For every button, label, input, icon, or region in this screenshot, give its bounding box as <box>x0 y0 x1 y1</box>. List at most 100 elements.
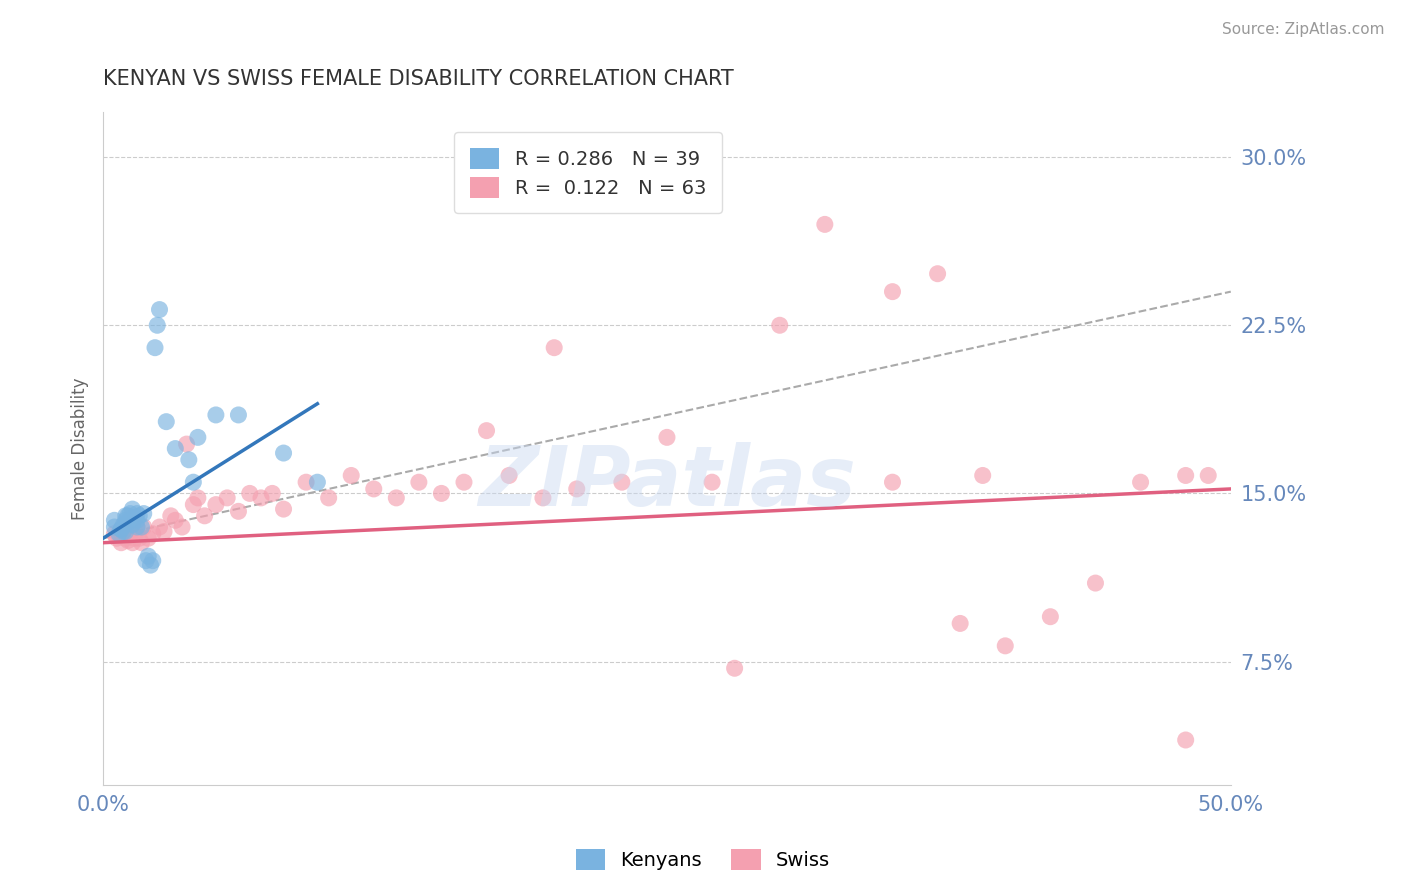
Point <box>187 430 209 444</box>
Point <box>132 520 155 534</box>
Point <box>125 513 148 527</box>
Point <box>117 508 139 523</box>
Point <box>543 341 565 355</box>
Point <box>125 520 148 534</box>
Point <box>205 408 228 422</box>
Point <box>610 475 633 490</box>
Point <box>124 531 146 545</box>
Point <box>723 661 745 675</box>
Point <box>408 475 430 490</box>
Point <box>1197 468 1219 483</box>
Text: ZIPatlas: ZIPatlas <box>478 442 856 523</box>
Point <box>228 504 250 518</box>
Point <box>148 302 170 317</box>
Point <box>1039 609 1062 624</box>
Point <box>120 526 142 541</box>
Point <box>142 554 165 568</box>
Point <box>882 285 904 299</box>
Point <box>183 498 205 512</box>
Point <box>120 513 142 527</box>
Point <box>142 526 165 541</box>
Text: Source: ZipAtlas.com: Source: ZipAtlas.com <box>1222 22 1385 37</box>
Point <box>170 520 193 534</box>
Point <box>228 408 250 422</box>
Point <box>108 529 131 543</box>
Point <box>385 491 408 505</box>
Point <box>205 498 228 512</box>
Point <box>165 442 187 456</box>
Point <box>882 475 904 490</box>
Point <box>159 508 181 523</box>
Point <box>295 475 318 490</box>
Point <box>103 526 125 541</box>
Point <box>132 507 155 521</box>
Point <box>112 524 135 539</box>
Legend: Kenyans, Swiss: Kenyans, Swiss <box>568 841 838 878</box>
Point <box>114 513 136 527</box>
Point <box>273 502 295 516</box>
Point <box>131 535 153 549</box>
Point <box>114 508 136 523</box>
Point <box>105 531 128 545</box>
Point <box>139 558 162 573</box>
Point <box>128 508 150 523</box>
Point <box>121 517 143 532</box>
Point <box>430 486 453 500</box>
Y-axis label: Female Disability: Female Disability <box>72 377 89 520</box>
Point <box>453 475 475 490</box>
Point <box>927 267 949 281</box>
Point <box>176 437 198 451</box>
Point <box>117 533 139 548</box>
Point <box>114 524 136 539</box>
Point <box>155 415 177 429</box>
Text: KENYAN VS SWISS FEMALE DISABILITY CORRELATION CHART: KENYAN VS SWISS FEMALE DISABILITY CORREL… <box>103 69 734 88</box>
Point <box>120 507 142 521</box>
Point <box>949 616 972 631</box>
Point <box>814 218 837 232</box>
Point <box>136 549 159 564</box>
Point <box>565 482 588 496</box>
Point <box>1129 475 1152 490</box>
Point <box>128 531 150 545</box>
Point <box>131 520 153 534</box>
Point <box>110 535 132 549</box>
Point <box>165 513 187 527</box>
Point <box>531 491 554 505</box>
Legend: R = 0.286   N = 39, R =  0.122   N = 63: R = 0.286 N = 39, R = 0.122 N = 63 <box>454 132 721 213</box>
Point <box>136 531 159 545</box>
Point <box>307 475 329 490</box>
Point <box>769 318 792 333</box>
Point <box>972 468 994 483</box>
Point <box>114 531 136 545</box>
Point <box>655 430 678 444</box>
Point <box>262 486 284 500</box>
Point <box>1084 576 1107 591</box>
Point <box>250 491 273 505</box>
Point <box>112 517 135 532</box>
Point <box>363 482 385 496</box>
Point <box>110 522 132 536</box>
Point <box>340 468 363 483</box>
Point <box>135 554 157 568</box>
Point <box>1174 468 1197 483</box>
Point <box>187 491 209 505</box>
Point <box>318 491 340 505</box>
Point <box>183 475 205 490</box>
Point <box>475 424 498 438</box>
Point <box>108 526 131 541</box>
Point <box>125 507 148 521</box>
Point <box>239 486 262 500</box>
Point <box>121 502 143 516</box>
Point <box>146 318 169 333</box>
Point <box>103 520 125 534</box>
Point <box>217 491 239 505</box>
Point <box>112 524 135 539</box>
Point <box>273 446 295 460</box>
Point <box>117 516 139 530</box>
Point <box>124 511 146 525</box>
Point <box>143 341 166 355</box>
Point <box>103 513 125 527</box>
Point <box>110 522 132 536</box>
Point <box>498 468 520 483</box>
Point <box>125 520 148 534</box>
